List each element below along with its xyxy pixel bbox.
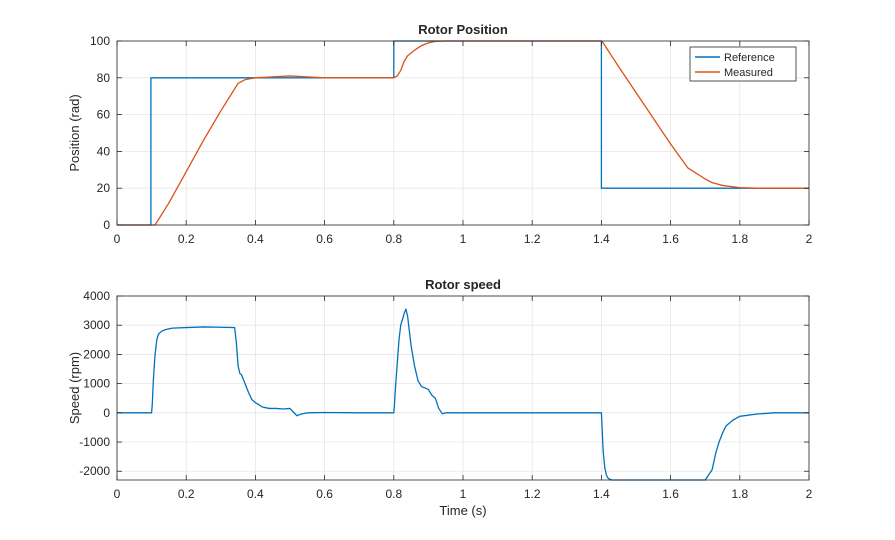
y-tick-label: 20 — [97, 181, 111, 195]
x-tick-label: 0 — [114, 232, 121, 246]
y-tick-label: -1000 — [79, 435, 110, 449]
x-tick-label: 0.8 — [385, 232, 402, 246]
rotor-speed-plot: 0 0.2 0.4 0.6 0.8 1 1.2 1.4 1.6 1.8 2 -2000 -1000 0 1… — [67, 277, 813, 518]
chart-title: Rotor speed — [425, 277, 501, 292]
x-tick-label: 1.2 — [524, 232, 541, 246]
legend: Reference Measured — [689, 46, 797, 82]
x-tick-label: 1.4 — [593, 232, 610, 246]
x-tick-label: 1.6 — [662, 487, 679, 501]
series-line-reference — [117, 40, 809, 226]
x-tick-label: 0.2 — [178, 487, 195, 501]
legend-label-measured: Measured — [724, 67, 773, 79]
x-ticks: 0 0.2 0.4 0.6 0.8 1 1.2 1.4 1.6 1.8 2 — [114, 296, 813, 501]
y-axis-label: Speed (rpm) — [67, 352, 82, 424]
legend-label-reference: Reference — [724, 52, 775, 64]
y-tick-label: -2000 — [79, 464, 110, 478]
series-line-measured — [117, 40, 809, 226]
rotor-position-plot: 0 0.2 0.4 0.6 0.8 1 1.2 1.4 1.6 1.8 2 0 20 40 60 80 100… — [67, 22, 813, 246]
y-tick-label: 2000 — [83, 347, 110, 361]
x-tick-label: 2 — [806, 487, 813, 501]
y-tick-label: 0 — [103, 406, 110, 420]
y-tick-label: 0 — [103, 218, 110, 232]
x-tick-label: 1 — [460, 487, 467, 501]
y-tick-label: 1000 — [83, 377, 110, 391]
x-tick-label: 1.8 — [731, 232, 748, 246]
x-ticks: 0 0.2 0.4 0.6 0.8 1 1.2 1.4 1.6 1.8 2 — [114, 41, 813, 246]
x-tick-label: 1.6 — [662, 232, 679, 246]
x-tick-label: 0.6 — [316, 487, 333, 501]
x-tick-label: 0.6 — [316, 232, 333, 246]
x-tick-label: 2 — [806, 232, 813, 246]
chart-title: Rotor Position — [418, 22, 508, 37]
x-tick-label: 1.4 — [593, 487, 610, 501]
y-axis-label: Position (rad) — [67, 94, 82, 171]
y-tick-label: 80 — [97, 71, 111, 85]
y-ticks: 0 20 40 60 80 100 — [90, 34, 809, 232]
y-tick-label: 100 — [90, 34, 110, 48]
x-tick-label: 1.2 — [524, 487, 541, 501]
y-tick-label: 40 — [97, 144, 111, 158]
legend-box — [689, 46, 797, 82]
y-tick-label: 3000 — [83, 318, 110, 332]
x-tick-label: 0.8 — [385, 487, 402, 501]
x-axis-label: Time (s) — [439, 503, 486, 518]
x-tick-label: 0.4 — [247, 487, 264, 501]
x-tick-label: 0.2 — [178, 232, 195, 246]
x-tick-label: 1 — [460, 232, 467, 246]
y-tick-label: 4000 — [83, 289, 110, 303]
x-tick-label: 0.4 — [247, 232, 264, 246]
x-tick-label: 1.8 — [731, 487, 748, 501]
y-ticks: -2000 -1000 0 1000 2000 3000 4000 — [79, 289, 809, 478]
x-tick-label: 0 — [114, 487, 121, 501]
y-tick-label: 60 — [97, 108, 111, 122]
series-lines — [117, 40, 809, 226]
